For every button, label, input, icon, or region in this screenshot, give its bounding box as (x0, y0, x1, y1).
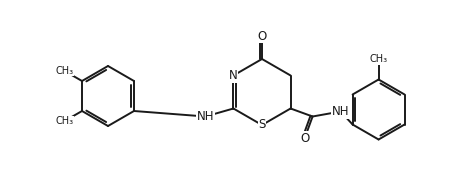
Text: O: O (258, 30, 267, 42)
Text: CH₃: CH₃ (369, 55, 388, 65)
Text: S: S (258, 118, 266, 132)
Text: CH₃: CH₃ (56, 66, 74, 76)
Text: NH: NH (332, 105, 349, 118)
Text: NH: NH (197, 110, 214, 123)
Text: O: O (300, 132, 309, 145)
Text: N: N (229, 69, 238, 82)
Text: CH₃: CH₃ (56, 116, 74, 126)
